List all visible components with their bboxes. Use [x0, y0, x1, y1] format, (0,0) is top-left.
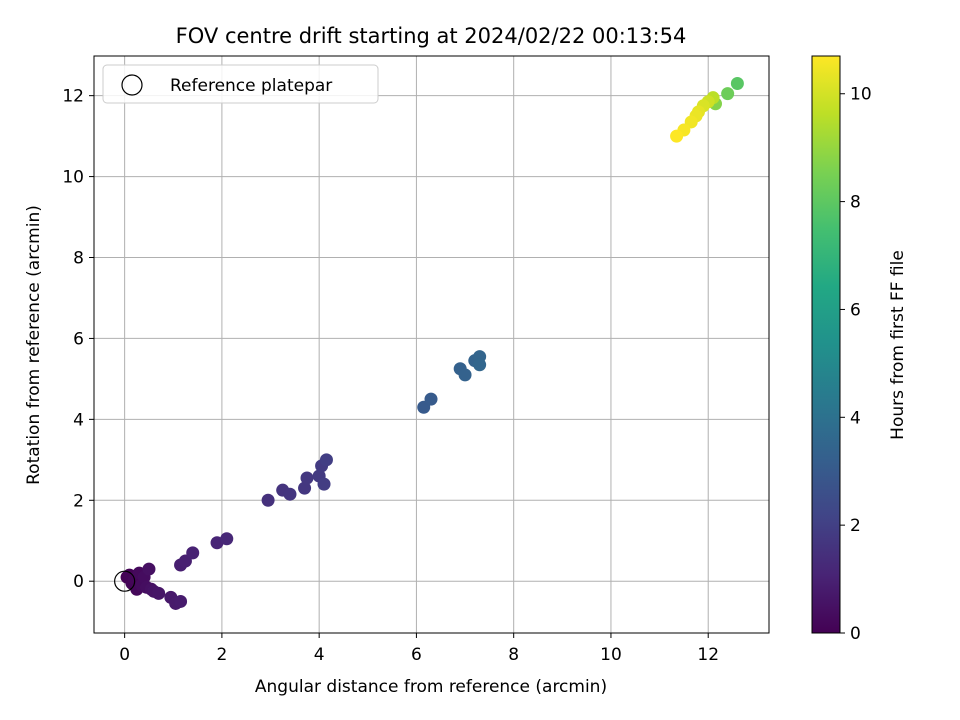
colorbar-gradient — [811, 55, 841, 634]
plot-grid — [94, 56, 769, 633]
y-tick-label: 4 — [73, 410, 84, 430]
colorbar-tick-label: 4 — [850, 408, 861, 428]
data-point — [317, 477, 331, 491]
data-point — [670, 129, 684, 143]
data-point — [283, 487, 297, 501]
data-point — [721, 87, 735, 101]
colorbar: 0 2 4 6 8 10 Hours from first FF file — [811, 55, 908, 644]
data-point — [142, 562, 156, 576]
data-point — [186, 546, 200, 560]
data-point — [298, 481, 312, 495]
x-tick-label: 2 — [216, 645, 227, 665]
data-point — [261, 493, 275, 507]
data-point — [300, 471, 314, 485]
y-tick-label: 10 — [62, 168, 84, 188]
data-point — [210, 536, 224, 550]
x-axis: 0 2 4 6 8 10 12 — [119, 633, 719, 665]
reference-platepar-marker — [114, 570, 136, 592]
y-axis-label: Rotation from reference (arcmin) — [24, 205, 44, 485]
colorbar-tick-label: 8 — [850, 193, 861, 213]
x-axis-label: Angular distance from reference (arcmin) — [255, 677, 607, 697]
x-tick-label: 10 — [600, 645, 622, 665]
plot-frame — [93, 55, 770, 634]
colorbar-tick-label: 6 — [850, 300, 861, 320]
y-tick-label: 0 — [73, 572, 84, 592]
y-tick-label: 6 — [73, 329, 84, 349]
data-point — [458, 368, 472, 382]
data-point — [319, 453, 333, 467]
plot-area-border — [93, 55, 770, 634]
legend-marker-open-circle — [121, 74, 143, 96]
x-tick-label: 4 — [314, 645, 325, 665]
y-axis: 0 2 4 6 8 10 12 — [62, 87, 94, 592]
x-tick-label: 6 — [411, 645, 422, 665]
data-point — [152, 586, 166, 600]
colorbar-tick-label: 10 — [850, 85, 872, 105]
data-point — [473, 358, 487, 372]
data-point — [220, 532, 234, 546]
y-tick-label: 12 — [62, 87, 84, 107]
legend: Reference platepar — [102, 64, 379, 104]
colorbar-tick-label: 2 — [850, 516, 861, 536]
data-points — [114, 77, 744, 610]
colorbar-tick-label: 0 — [850, 624, 861, 644]
data-point — [174, 594, 188, 608]
x-tick-label: 12 — [697, 645, 719, 665]
x-tick-label: 8 — [508, 645, 519, 665]
legend-entry-label: Reference platepar — [170, 76, 332, 96]
colorbar-ticks: 0 2 4 6 8 10 — [840, 85, 872, 644]
y-tick-label: 8 — [73, 249, 84, 269]
colorbar-label: Hours from first FF file — [888, 250, 908, 440]
data-point — [730, 77, 744, 91]
legend-box — [102, 64, 379, 104]
y-tick-label: 2 — [73, 491, 84, 511]
x-tick-label: 0 — [119, 645, 130, 665]
data-point — [424, 392, 438, 406]
chart-title: FOV centre drift starting at 2024/02/22 … — [176, 24, 687, 48]
